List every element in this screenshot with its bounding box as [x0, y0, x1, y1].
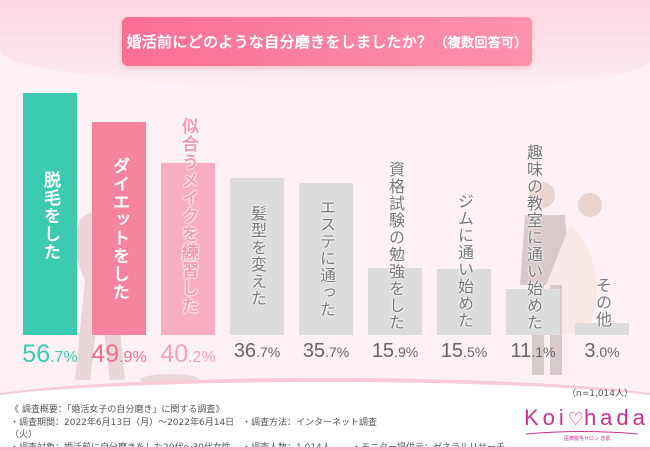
value-label: 3.0%	[584, 340, 620, 362]
value-label: 15.5%	[440, 340, 488, 362]
survey-period: ・調査期間：2022年6月13日（月）～2022年6月14日（火）	[10, 417, 235, 441]
value-label: 49.9%	[91, 340, 147, 368]
bar-label: 資格試験の勉強をした	[386, 161, 405, 331]
bar-makeup	[161, 163, 215, 335]
bar-label: 髪型を変えた	[248, 205, 267, 307]
bar-certification	[368, 268, 422, 335]
footer-background	[0, 378, 650, 450]
bar-hobby-class	[506, 289, 560, 335]
bar-label: 趣味の教室に通い始めた	[524, 143, 543, 331]
chart-title: 婚活前にどのような自分磨きをしましたか？ （複数回答可）	[122, 17, 532, 66]
bar-label: ジムに通い始めた	[455, 193, 474, 329]
value-label: 35.7%	[302, 340, 350, 362]
bar-label: 脱毛をした	[40, 171, 60, 261]
survey-provider: ・モニター提供元：ゼネラルリサーチ	[352, 442, 505, 450]
bar-label: エステに通った	[317, 199, 336, 318]
overview-heading: 《 調査概要：「婚活女子の自分磨き」に関する調査》	[10, 405, 225, 415]
survey-target: ・調査対象：婚活前に自分磨きをした20代～30代女性	[10, 442, 242, 450]
value-label: 56.7%	[22, 340, 78, 368]
value-label: 40.2%	[160, 340, 216, 368]
bar-gym	[437, 269, 491, 335]
bar-diet	[92, 122, 146, 335]
survey-count: ・調査人数：1,014人	[242, 442, 352, 450]
bar-label: その他	[593, 276, 612, 328]
bar-label: 似合うメイクを練習した	[178, 117, 198, 315]
bar-esthe	[299, 183, 353, 335]
value-label: 15.9%	[371, 340, 419, 362]
bar-hairstyle	[230, 178, 284, 335]
sample-size-note: （n=1,014人）	[567, 389, 634, 399]
logo-subtitle: 医療脱毛サロン 恋肌	[564, 436, 611, 442]
bottom-border	[0, 447, 650, 450]
title-suffix: （複数回答可）	[434, 36, 528, 51]
bar-label: ダイエットをした	[109, 157, 129, 301]
value-label: 11.1%	[510, 340, 556, 362]
koihada-logo: Koi♡hada 医療脱毛サロン 恋肌	[524, 405, 649, 443]
survey-method: ・調査方法：インターネット調査	[242, 417, 378, 428]
bar-chart: 脱毛をした ダイエットをした 似合うメイクを練習した 髪型を変えた エステに通っ…	[22, 93, 629, 368]
logo-text: Koi♡hada	[524, 405, 649, 430]
heart-icon: ♡	[567, 409, 584, 429]
bar-datsumou	[23, 93, 77, 335]
survey-overview: 《 調査概要：「婚活女子の自分磨き」に関する調査》 ・調査期間：2022年6月1…	[10, 404, 510, 450]
title-main: 婚活前にどのような自分磨きをしましたか？	[126, 33, 433, 51]
logo-underline	[525, 431, 639, 435]
value-label: 36.7%	[233, 340, 281, 362]
bar-other	[575, 323, 629, 335]
